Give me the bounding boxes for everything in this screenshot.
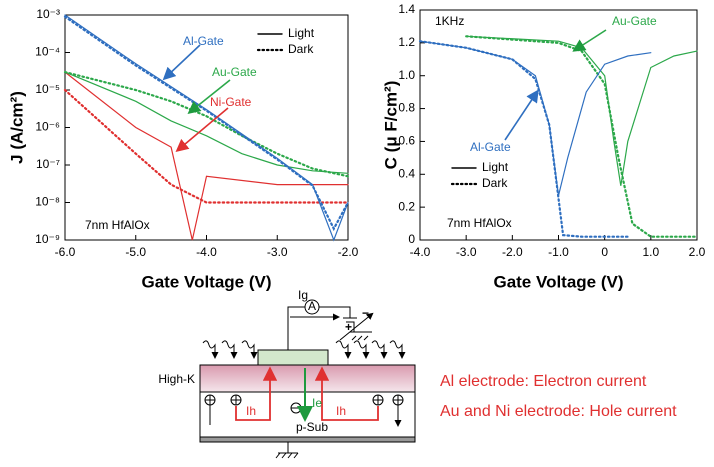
y-tick-label: 0.6 [398, 134, 415, 148]
arrow [165, 45, 200, 78]
arrow [575, 30, 606, 50]
y-tick-label: 1.0 [398, 68, 415, 82]
x-tick-label: -1.0 [548, 245, 569, 259]
hole-label: Ih [246, 404, 256, 418]
legend-label: Dark [288, 42, 314, 56]
annotation: Au-Gate [612, 14, 657, 28]
annotation: 7nm HfAlOx [85, 218, 150, 232]
x-tick-label: -3.0 [267, 245, 288, 259]
x-axis-title: Gate Voltage (V) [493, 272, 623, 291]
device-diagram: Ig A − + High-K Ih Ie Ih p-Sub Al electr… [158, 288, 677, 458]
figure: 7nm HfAlOx Al-Gate Au-Gate 1KHz Dark Light C (… [0, 0, 714, 467]
y-tick-label: 1.4 [398, 2, 415, 16]
gate-electrode [258, 350, 328, 365]
y-tick-label: 10⁻⁶ [35, 120, 60, 134]
x-tick-label: -2.0 [502, 245, 523, 259]
ground [276, 442, 298, 458]
annotation: Au-Gate [212, 65, 257, 79]
y-tick-label: 0.2 [398, 199, 415, 213]
annotation: 7nm HfAlOx [447, 216, 512, 230]
series-line [65, 90, 348, 203]
light-ray [390, 341, 402, 357]
hole-label: Ih [336, 404, 346, 418]
high-k-layer [200, 365, 415, 392]
layer-label: High-K [158, 372, 195, 386]
light-ray [372, 341, 384, 357]
legend-label: Light [482, 160, 509, 174]
annotation: Al-Gate [183, 34, 224, 48]
y-tick-label: 10⁻⁴ [35, 45, 60, 59]
light-ray [336, 341, 348, 357]
x-tick-label: -5.0 [125, 245, 146, 259]
electron-label: Ie [312, 396, 322, 410]
polarity: + [345, 320, 352, 334]
note: Al electrode: Electron current [440, 373, 647, 390]
y-tick-label: 10⁻⁷ [36, 157, 60, 171]
polarity: − [362, 306, 369, 320]
current-label: Ig [298, 288, 308, 302]
y-tick-label: 10⁻⁹ [35, 232, 60, 246]
arrow [505, 92, 537, 140]
series-line [65, 72, 348, 176]
legend-label: Dark [482, 176, 508, 190]
series-line [420, 41, 651, 195]
series-line [65, 72, 348, 240]
y-axis-title: J (A/cm²) [7, 91, 26, 164]
series-line [466, 36, 697, 236]
y-tick-label: 0.4 [398, 166, 415, 180]
annotation: 1KHz [435, 14, 464, 28]
annotation: Ni-Gate [210, 95, 252, 109]
y-tick-label: 10⁻³ [36, 7, 60, 21]
x-tick-label: -4.0 [196, 245, 217, 259]
y-axis-title: C (μ F/cm²) [381, 81, 400, 170]
x-axis-title: Gate Voltage (V) [141, 272, 271, 291]
series-line [420, 41, 628, 237]
x-tick-label: 2.0 [689, 245, 706, 259]
x-tick-label: -6.0 [55, 245, 76, 259]
ammeter-label: A [308, 299, 316, 313]
x-tick-label: -3.0 [456, 245, 477, 259]
y-tick-label: 1.2 [398, 35, 415, 49]
ground [350, 332, 372, 340]
substrate-label: p-Sub [296, 420, 328, 434]
legend-label: Light [288, 26, 315, 40]
x-tick-label: 1.0 [642, 245, 659, 259]
back-contact [200, 437, 415, 442]
y-tick-label: 10⁻⁵ [35, 82, 60, 96]
x-tick-label: -4.0 [410, 245, 431, 259]
x-tick-label: 0 [601, 245, 608, 259]
y-tick-label: 0.8 [398, 101, 415, 115]
y-tick-label: 10⁻⁸ [35, 195, 60, 209]
annotation: Al-Gate [470, 140, 511, 154]
light-ray [222, 341, 234, 357]
light-ray [354, 341, 366, 357]
series-line [65, 72, 348, 173]
y-tick-label: 0 [408, 232, 415, 246]
light-ray [242, 341, 254, 357]
note: Au and Ni electrode: Hole current [440, 403, 677, 420]
x-tick-label: -2.0 [338, 245, 359, 259]
light-ray [203, 341, 215, 357]
